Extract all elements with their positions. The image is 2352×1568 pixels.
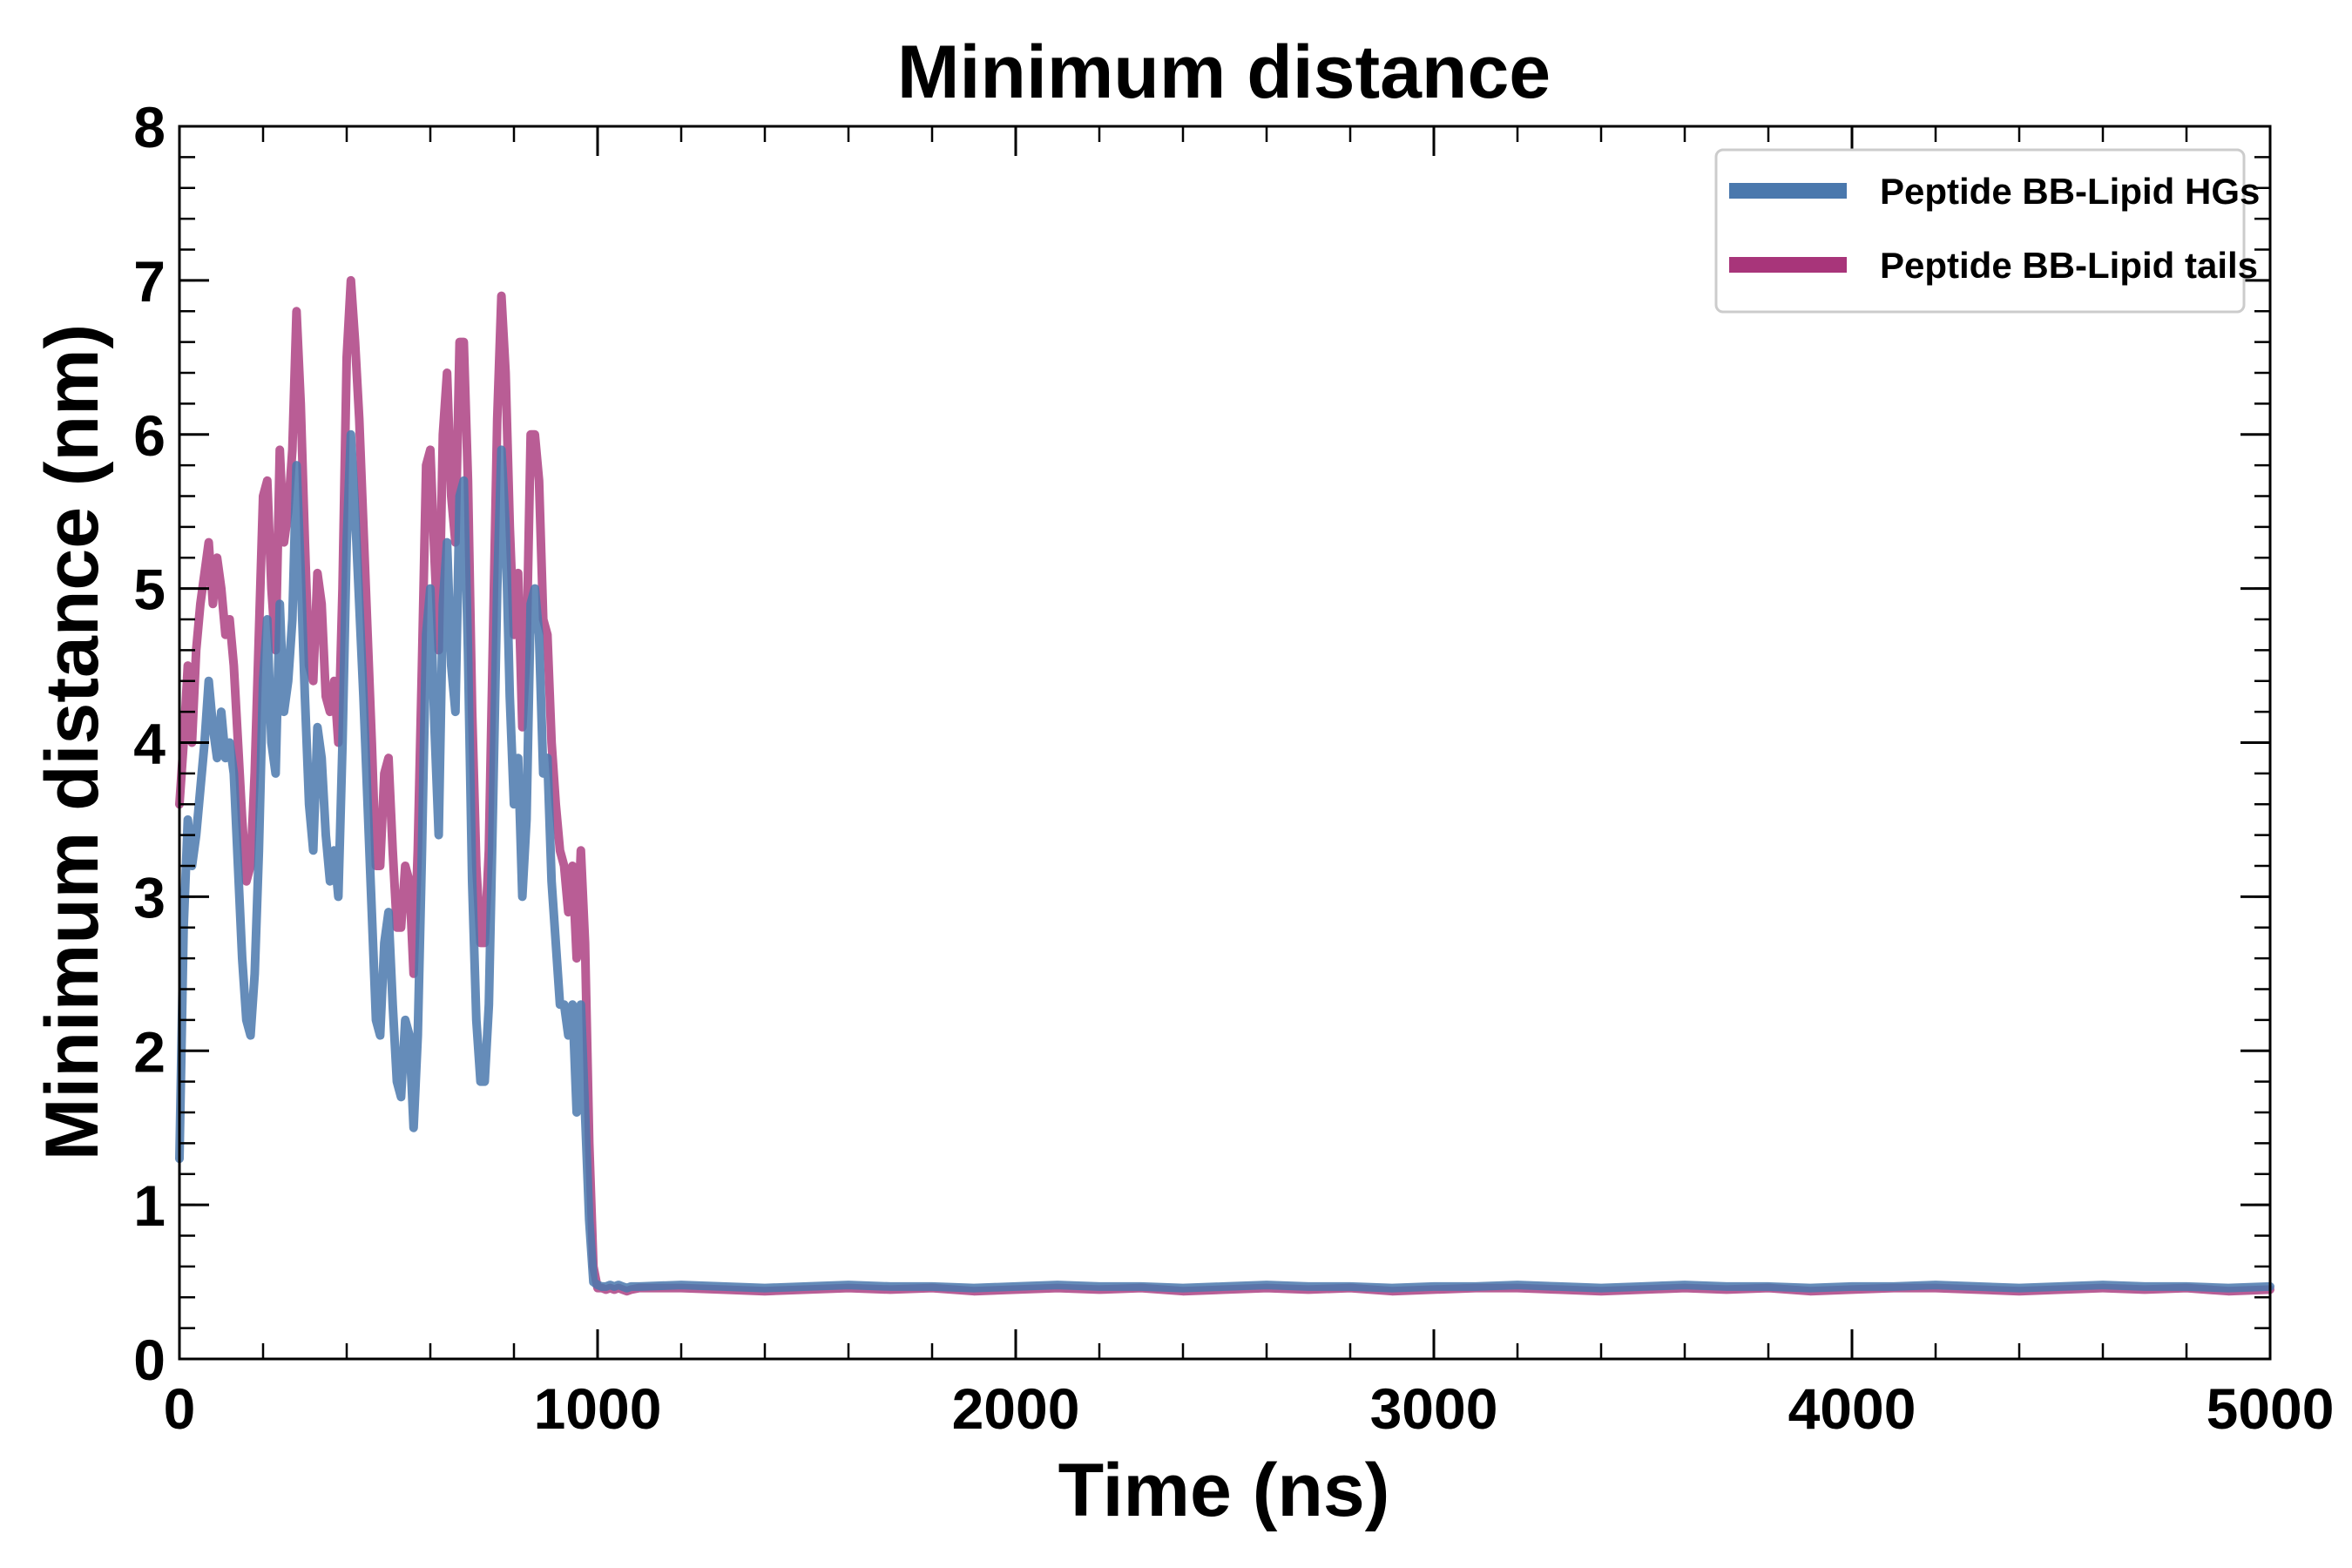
y-tick-label: 7	[133, 249, 166, 314]
chart-title: Minimum distance	[897, 30, 1551, 114]
y-tick-label: 1	[133, 1173, 166, 1238]
series-line-hgs	[175, 429, 2274, 1293]
y-tick-label: 2	[133, 1019, 166, 1084]
legend-box	[1714, 148, 2246, 314]
y-axis-label: Minimum distance (nm)	[30, 324, 114, 1160]
legend-label-tails: Peptide BB-Lipid tails	[1880, 245, 2258, 286]
x-tick-label: 1000	[534, 1376, 662, 1441]
x-tick-label: 0	[164, 1376, 196, 1441]
plot-area: 0 1000 2000 3000 4000 5000 0 1 2 3 4 5 6 7 8	[133, 95, 2334, 1441]
y-tick-label: 3	[133, 865, 166, 929]
y-tick-label: 5	[133, 558, 166, 622]
y-tick-label: 6	[133, 403, 166, 468]
x-tick-label: 5000	[2207, 1376, 2335, 1441]
y-tick-label: 4	[133, 712, 166, 776]
x-axis-label: Time (ns)	[1058, 1449, 1390, 1532]
x-tick-label: 3000	[1370, 1376, 1498, 1441]
y-tick-label: 8	[133, 95, 166, 159]
x-tick-label: 4000	[1788, 1376, 1916, 1441]
x-tick-label: 2000	[952, 1376, 1080, 1441]
y-tick-label: 0	[133, 1328, 166, 1392]
legend-label-hgs: Peptide BB-Lipid HGs	[1880, 171, 2260, 212]
legend: Peptide BB-Lipid HGs Peptide BB-Lipid ta…	[1714, 148, 2260, 314]
